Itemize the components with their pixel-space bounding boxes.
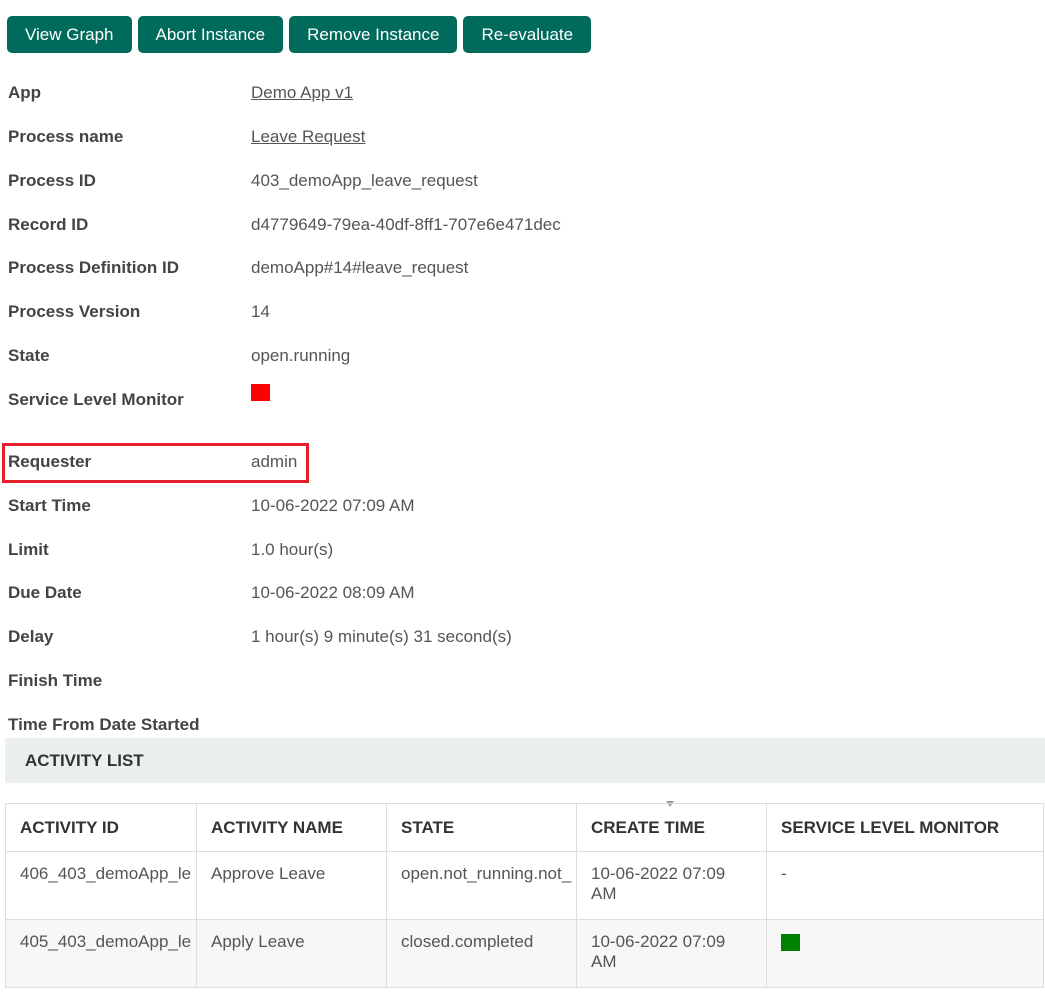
field-process-version: Process Version 14 — [8, 301, 270, 323]
field-label: Service Level Monitor — [8, 390, 184, 409]
table-row[interactable]: 405_403_demoApp_le Apply Leave closed.co… — [5, 919, 1044, 988]
field-label: Process name — [8, 127, 124, 146]
field-label: Process Definition ID — [8, 258, 179, 277]
slm-red-indicator — [251, 383, 270, 401]
table-row[interactable]: 406_403_demoApp_le Approve Leave open.no… — [5, 851, 1044, 920]
field-value: open.running — [251, 346, 351, 365]
abort-instance-button[interactable]: Abort Instance — [137, 16, 284, 53]
column-activity-name[interactable]: ACTIVITY NAME — [196, 803, 387, 852]
activity-list-header: ACTIVITY LIST — [5, 738, 1045, 783]
field-label: State — [8, 346, 50, 365]
field-label: Delay — [8, 627, 54, 646]
field-process-name: Process name Leave Request — [8, 126, 365, 148]
cell-state: closed.completed — [386, 919, 577, 988]
field-start-time: Start Time 10-06-2022 07:09 AM — [8, 495, 415, 517]
toolbar: View Graph Abort Instance Remove Instanc… — [7, 16, 592, 53]
field-process-id: Process ID 403_demoApp_leave_request — [8, 170, 478, 192]
field-value: demoApp#14#leave_request — [251, 258, 469, 277]
field-requester: Requester admin — [8, 451, 297, 473]
field-label: Time From Date Started — [8, 715, 200, 734]
field-record-id: Record ID d4779649-79ea-40df-8ff1-707e6e4… — [8, 214, 561, 236]
cell-slm — [766, 919, 1044, 988]
field-label: Process ID — [8, 171, 96, 190]
field-label: Record ID — [8, 215, 89, 234]
field-label: App — [8, 83, 42, 102]
field-value: 1.0 hour(s) — [251, 540, 334, 559]
column-activity-id[interactable]: ACTIVITY ID — [5, 803, 197, 852]
field-label: Limit — [8, 540, 49, 559]
activity-table: ACTIVITY ID ACTIVITY NAME STATE CREATE T… — [5, 803, 1044, 988]
field-delay: Delay 1 hour(s) 9 minute(s) 31 second(s) — [8, 626, 512, 648]
cell-activity-name: Approve Leave — [196, 851, 387, 920]
cell-state: open.not_running.not_ — [386, 851, 577, 920]
field-state: State open.running — [8, 345, 350, 367]
cell-create-time: 10-06-2022 07:09 AM — [576, 919, 767, 988]
process-name-link[interactable]: Leave Request — [251, 127, 366, 146]
app-link[interactable]: Demo App v1 — [251, 83, 354, 102]
field-app: App Demo App v1 — [8, 82, 353, 104]
field-label: Requester — [8, 452, 92, 471]
column-service-level-monitor[interactable]: SERVICE LEVEL MONITOR — [766, 803, 1044, 852]
field-value: 1 hour(s) 9 minute(s) 31 second(s) — [251, 627, 512, 646]
field-value: d4779649-79ea-40df-8ff1-707e6e471dec — [251, 215, 561, 234]
cell-activity-id[interactable]: 406_403_demoApp_le — [5, 851, 197, 920]
field-value: 403_demoApp_leave_request — [251, 171, 478, 190]
field-value: admin — [251, 452, 298, 471]
slm-green-indicator — [781, 934, 800, 951]
field-label: Start Time — [8, 496, 91, 515]
cell-slm: - — [766, 851, 1044, 920]
field-process-definition-id: Process Definition ID demoApp#14#leave_re… — [8, 257, 468, 279]
view-graph-button[interactable]: View Graph — [7, 16, 132, 53]
table-header-row: ACTIVITY ID ACTIVITY NAME STATE CREATE T… — [5, 803, 1044, 852]
column-create-time[interactable]: CREATE TIME — [576, 803, 767, 852]
field-limit: Limit 1.0 hour(s) — [8, 539, 333, 561]
column-state[interactable]: STATE — [386, 803, 577, 852]
re-evaluate-button[interactable]: Re-evaluate — [463, 16, 592, 53]
field-label: Finish Time — [8, 671, 103, 690]
field-label: Due Date — [8, 583, 82, 602]
field-value: 10-06-2022 07:09 AM — [251, 496, 415, 515]
field-finish-time: Finish Time — [8, 670, 251, 692]
cell-activity-name: Apply Leave — [196, 919, 387, 988]
requester-highlight-box — [2, 443, 309, 483]
field-label: Process Version — [8, 302, 141, 321]
remove-instance-button[interactable]: Remove Instance — [289, 16, 458, 53]
field-due-date: Due Date 10-06-2022 08:09 AM — [8, 582, 415, 604]
field-value: 14 — [251, 302, 270, 321]
field-service-level-monitor: Service Level Monitor — [8, 383, 270, 411]
cell-create-time: 10-06-2022 07:09 AM — [576, 851, 767, 920]
cell-activity-id[interactable]: 405_403_demoApp_le — [5, 919, 197, 988]
field-time-from-date-started: Time From Date Started — [8, 714, 268, 736]
field-value: 10-06-2022 08:09 AM — [251, 583, 415, 602]
